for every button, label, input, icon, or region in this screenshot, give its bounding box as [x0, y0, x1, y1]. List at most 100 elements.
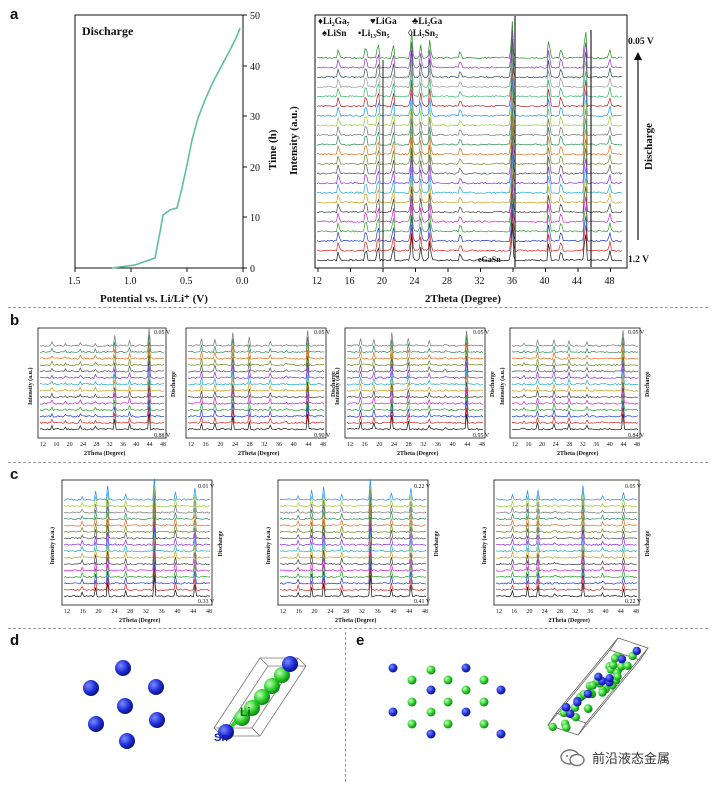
- y-axis: [243, 14, 247, 269]
- top-voltage: 0.05 V: [314, 330, 331, 336]
- x-tick: 32: [475, 276, 485, 287]
- x-axis-title: 2Theta (Degree): [238, 450, 279, 457]
- xrd-b-trace: [39, 342, 165, 360]
- sn-atom: [388, 707, 398, 717]
- legend-item: ◊Li₇Sn₂: [408, 29, 438, 39]
- x-tick: 44: [618, 609, 624, 615]
- panel-label-d: d: [10, 632, 20, 649]
- xrd-a-trace: [316, 174, 623, 214]
- x-tick: 16: [296, 609, 302, 615]
- sn-atom: [148, 679, 164, 695]
- x-tick: 16: [362, 442, 368, 448]
- sn-atom: [218, 724, 234, 740]
- li-atom: [562, 723, 571, 732]
- side-label: Discharge: [171, 371, 177, 397]
- x-axis-title: 2Theta (Degree): [425, 293, 501, 305]
- x-tick: 20: [539, 442, 545, 448]
- panel-label-e: e: [356, 632, 365, 649]
- sn-atom: [388, 663, 398, 673]
- x-tick: 28: [127, 609, 133, 615]
- wechat-icon: [560, 748, 585, 766]
- xrd-c-trace: [64, 497, 211, 521]
- xrd-c-trace: [495, 575, 638, 591]
- li-atom: [609, 660, 618, 670]
- sn-atom: [461, 663, 471, 673]
- panel-label-c: c: [10, 466, 19, 483]
- xrd-b-trace: [187, 342, 325, 360]
- xrd-b-trace: [187, 387, 325, 405]
- legend-item: ♠LiSn: [322, 29, 347, 39]
- x-tick: 20: [376, 442, 382, 448]
- y-axis-title: Intensity (a.u.): [481, 527, 488, 565]
- x-tick: 48: [320, 442, 326, 448]
- xrd-c-trace: [63, 536, 211, 559]
- x-axis-title: Potential vs. Li/Li⁺ (V): [100, 293, 208, 305]
- xrd-c-trace: [63, 478, 211, 502]
- atom-label-li: Li: [240, 705, 251, 719]
- xrd-c-trace: [495, 485, 638, 502]
- x-tick: 32: [143, 609, 149, 615]
- xrd-b-trace: [39, 348, 165, 367]
- y-axis-title: Time (h): [267, 129, 279, 170]
- plot-frame: [344, 327, 486, 439]
- x-tick: 12: [312, 276, 322, 287]
- x-tick: 44: [406, 609, 412, 615]
- xrd-b-trace: [187, 401, 325, 418]
- x-tick: 44: [190, 609, 196, 615]
- xrd-c-trace: [63, 555, 211, 579]
- xrd-a-trace: [316, 68, 623, 108]
- xrd-a-trace: [316, 135, 623, 175]
- x-tick: 1.0: [124, 276, 137, 287]
- atom-label-sn: Sn: [214, 732, 228, 744]
- panel-label-a: a: [10, 6, 19, 23]
- x-tick: 44: [147, 442, 153, 448]
- x-tick: 28: [442, 276, 452, 287]
- chart-title: Discharge: [82, 24, 134, 38]
- plot-frame: [61, 479, 213, 606]
- xrd-b-trace: [511, 388, 639, 405]
- panel-b-plot: 12 16 20 24 28 32 36 40 44 48 2Theta (Degree) Inten…: [334, 327, 496, 457]
- x-tick: 24: [327, 609, 333, 615]
- x-tick: 28: [557, 609, 563, 615]
- xrd-b-trace: [187, 413, 325, 431]
- li-atom: [613, 672, 622, 681]
- x-axis-title: 2Theta (Degree): [557, 450, 598, 457]
- xrd-c-trace: [495, 537, 638, 553]
- sn-atom: [496, 729, 506, 739]
- xrd-c-trace: [279, 497, 427, 521]
- side-label: Discharge: [645, 371, 651, 397]
- li-atom: [264, 678, 280, 694]
- x-tick: 40: [133, 442, 139, 448]
- xrd-b-trace: [39, 367, 165, 386]
- x-tick: 36: [587, 609, 593, 615]
- xrd-b-trace: [346, 381, 484, 399]
- bottom-voltage: 0.41 V: [414, 599, 431, 605]
- xrd-b-trace: [346, 330, 484, 347]
- x-tick: 20: [377, 276, 387, 287]
- xrd-a-trace: [316, 29, 623, 69]
- panel-b-plot: 12 16 20 24 28 32 36 40 44 48 2Theta (Degree) Disch…: [185, 327, 337, 457]
- xrd-c-trace: [63, 529, 211, 553]
- x-axis-title: 2Theta (Degree): [549, 617, 590, 624]
- xrd-c-trace: [495, 556, 638, 572]
- li-atom: [244, 700, 260, 716]
- xrd-b-trace: [346, 388, 484, 405]
- x-tick: 44: [464, 442, 470, 448]
- li-atom: [617, 662, 626, 671]
- sn-atom: [617, 654, 627, 664]
- y-tick: 0: [250, 264, 255, 275]
- xrd-b-trace: [39, 393, 165, 412]
- x-tick: 28: [93, 442, 99, 448]
- x-tick: 24: [232, 442, 238, 448]
- x-tick: 0.5: [180, 276, 193, 287]
- xrd-a-trace: [316, 165, 623, 204]
- xrd-c-trace: [279, 503, 427, 527]
- x-tick: 40: [390, 609, 396, 615]
- xrd-b-trace: [511, 342, 639, 360]
- xrd-c-trace: [495, 549, 638, 566]
- x-tick: 20: [96, 609, 102, 615]
- bottom-voltage: 0.95 V: [473, 433, 490, 439]
- x-tick: 16: [80, 609, 86, 615]
